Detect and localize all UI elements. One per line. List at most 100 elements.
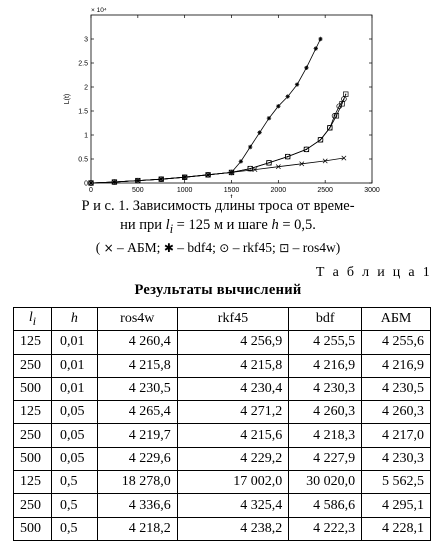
square-marker: [247, 165, 253, 172]
square-marker: [343, 91, 349, 97]
table-cell: 4 256,9: [176, 330, 290, 355]
square-marker: [158, 176, 164, 182]
line-chart: 0 500 1000 1500 2000 2500 3000 0 0.5 1 1.5 2 2.5 3 × 1…: [64, 7, 380, 201]
table-row: 500 0,01 4 230,5 4 230,4 4 230,3 4 230,5: [13, 376, 431, 402]
x-marker: [322, 158, 328, 164]
square-marker-dot: [230, 171, 233, 174]
table-cell: 4 217,0: [361, 423, 431, 448]
figure-1: 0 500 1000 1500 2000 2500 3000 0 0.5 1 1.5 2 2.5 3 × 1…: [60, 2, 390, 201]
table-cell: 0,05: [50, 400, 98, 425]
table-cell: 4 228,1: [361, 516, 431, 541]
table-cell: 0,5: [50, 516, 98, 541]
table-cell: 0,05: [50, 423, 98, 448]
header-ros4w: ros4w: [96, 306, 178, 332]
square-marker-dot: [345, 93, 347, 95]
star-marker: [276, 104, 281, 109]
table-cell: 4 229,2: [176, 446, 290, 472]
table-cell: 4 229,6: [96, 446, 178, 472]
table-cell: 4 215,8: [96, 353, 178, 378]
table-cell: 0,5: [50, 470, 98, 495]
table-cell: 4 230,3: [288, 376, 363, 402]
square-marker: [135, 177, 141, 184]
table-cell: 0,01: [50, 376, 98, 402]
figure-legend: ( × – АБМ; ✱ – bdf4; ⊙ – rkf45; ⊡ – ros4…: [95, 240, 341, 255]
figure-caption-line2: ни при li = 125 м и шаге h = 0,5.: [120, 217, 316, 236]
x-axis-label: t: [231, 194, 233, 198]
x-tick-label: 0: [89, 187, 93, 194]
square-marker-dot: [335, 115, 338, 117]
y-axis-label: L(t): [64, 94, 71, 105]
square-marker-dot: [90, 182, 92, 184]
table-cell: 4 222,3: [288, 516, 363, 541]
square-marker-icon: ⊡: [279, 241, 290, 255]
table-cell: 4 227,9: [288, 446, 363, 472]
table-cell: 4 336,6: [96, 493, 178, 518]
table-row: 250 0,5 4 336,6 4 325,4 4 586,6 4 295,1: [13, 493, 431, 518]
table-cell: 4 215,6: [176, 423, 290, 448]
series-line-square: [90, 94, 347, 184]
y-tick-label: 2: [84, 85, 88, 92]
x-marker-icon: ×: [103, 241, 114, 255]
x-marker: [275, 164, 281, 170]
table-row: 500 0,5 4 218,2 4 238,2 4 222,3 4 228,1: [13, 516, 431, 541]
table-row: 125 0,5 18 278,0 17 002,0 30 020,0 5 562,5: [13, 470, 431, 495]
square-marker-dot: [249, 168, 251, 170]
table-row: 250 0,05 4 219,7 4 215,6 4 218,3 4 217,0: [13, 423, 431, 448]
table-cell: 4 238,2: [176, 516, 290, 541]
table-cell: 4 325,4: [176, 493, 290, 518]
square-marker: [266, 160, 272, 166]
star-marker: [238, 159, 244, 164]
table-cell: 4 218,2: [96, 516, 178, 541]
y-multiplier-label: × 10⁴: [91, 7, 107, 14]
square-marker: [285, 153, 291, 160]
y-tick-label: 1.5: [78, 109, 88, 116]
table-cell: 125: [13, 470, 52, 495]
y-tick-label: 1: [84, 133, 88, 140]
table-cell: 4 255,5: [288, 330, 363, 355]
star-marker-icon: ✱: [163, 241, 174, 255]
star-marker: [294, 82, 300, 87]
table-cell: 17 002,0: [176, 470, 290, 495]
table-cell: 125: [13, 400, 52, 425]
table-cell: 4 265,4: [96, 400, 178, 425]
table-cell: 30 020,0: [288, 470, 363, 495]
plot-frame: [90, 14, 373, 184]
y-tick-label: 0.5: [78, 157, 88, 164]
results-table: li h ros4w rkf45 bdf АБМ 125 0,01 4 260,4 4…: [13, 306, 431, 541]
header-bdf: bdf: [288, 306, 363, 332]
table-header-row: li h ros4w rkf45 bdf АБМ: [13, 306, 431, 332]
table-row: 500 0,05 4 229,6 4 229,2 4 227,9 4 230,3: [13, 446, 431, 472]
square-marker-dot: [268, 162, 270, 164]
square-marker: [182, 174, 188, 180]
table-cell: 250: [13, 493, 52, 518]
square-marker-dot: [207, 174, 209, 176]
x-tick-label: 1000: [177, 187, 193, 194]
x-marker: [252, 167, 258, 173]
table-cell: 250: [13, 353, 52, 378]
square-marker: [317, 137, 324, 143]
square-marker-dot: [341, 103, 343, 105]
square-marker-dot: [160, 178, 162, 180]
table-cell: 4 230,3: [361, 446, 431, 472]
table-cell: 4 271,2: [176, 400, 290, 425]
square-marker: [88, 180, 94, 186]
table-row: 125 0,05 4 265,4 4 271,2 4 260,3 4 260,3: [13, 400, 431, 425]
y-tick-label: 2.5: [78, 61, 88, 68]
header-l: li: [13, 306, 52, 332]
table-cell: 4 586,6: [288, 493, 363, 518]
table-number: Т а б л и ц а 1: [315, 265, 432, 280]
square-marker-dot: [113, 181, 116, 183]
table-cell: 4 295,1: [361, 493, 431, 518]
legend-item-rkf45: ⊙ – rkf45;: [219, 240, 276, 255]
star-marker: [285, 94, 290, 99]
table-cell: 500: [13, 516, 52, 541]
table-cell: 125: [13, 330, 52, 355]
table-cell: 500: [13, 376, 52, 402]
table-cell: 4 230,4: [176, 376, 290, 402]
square-marker: [205, 172, 211, 178]
star-marker: [266, 116, 272, 121]
table-cell: 4 260,3: [288, 400, 363, 425]
x-tick-label: 2500: [317, 187, 333, 194]
figure-caption-line1: Р и с. 1. Зависимость длины троса от вре…: [81, 198, 355, 214]
